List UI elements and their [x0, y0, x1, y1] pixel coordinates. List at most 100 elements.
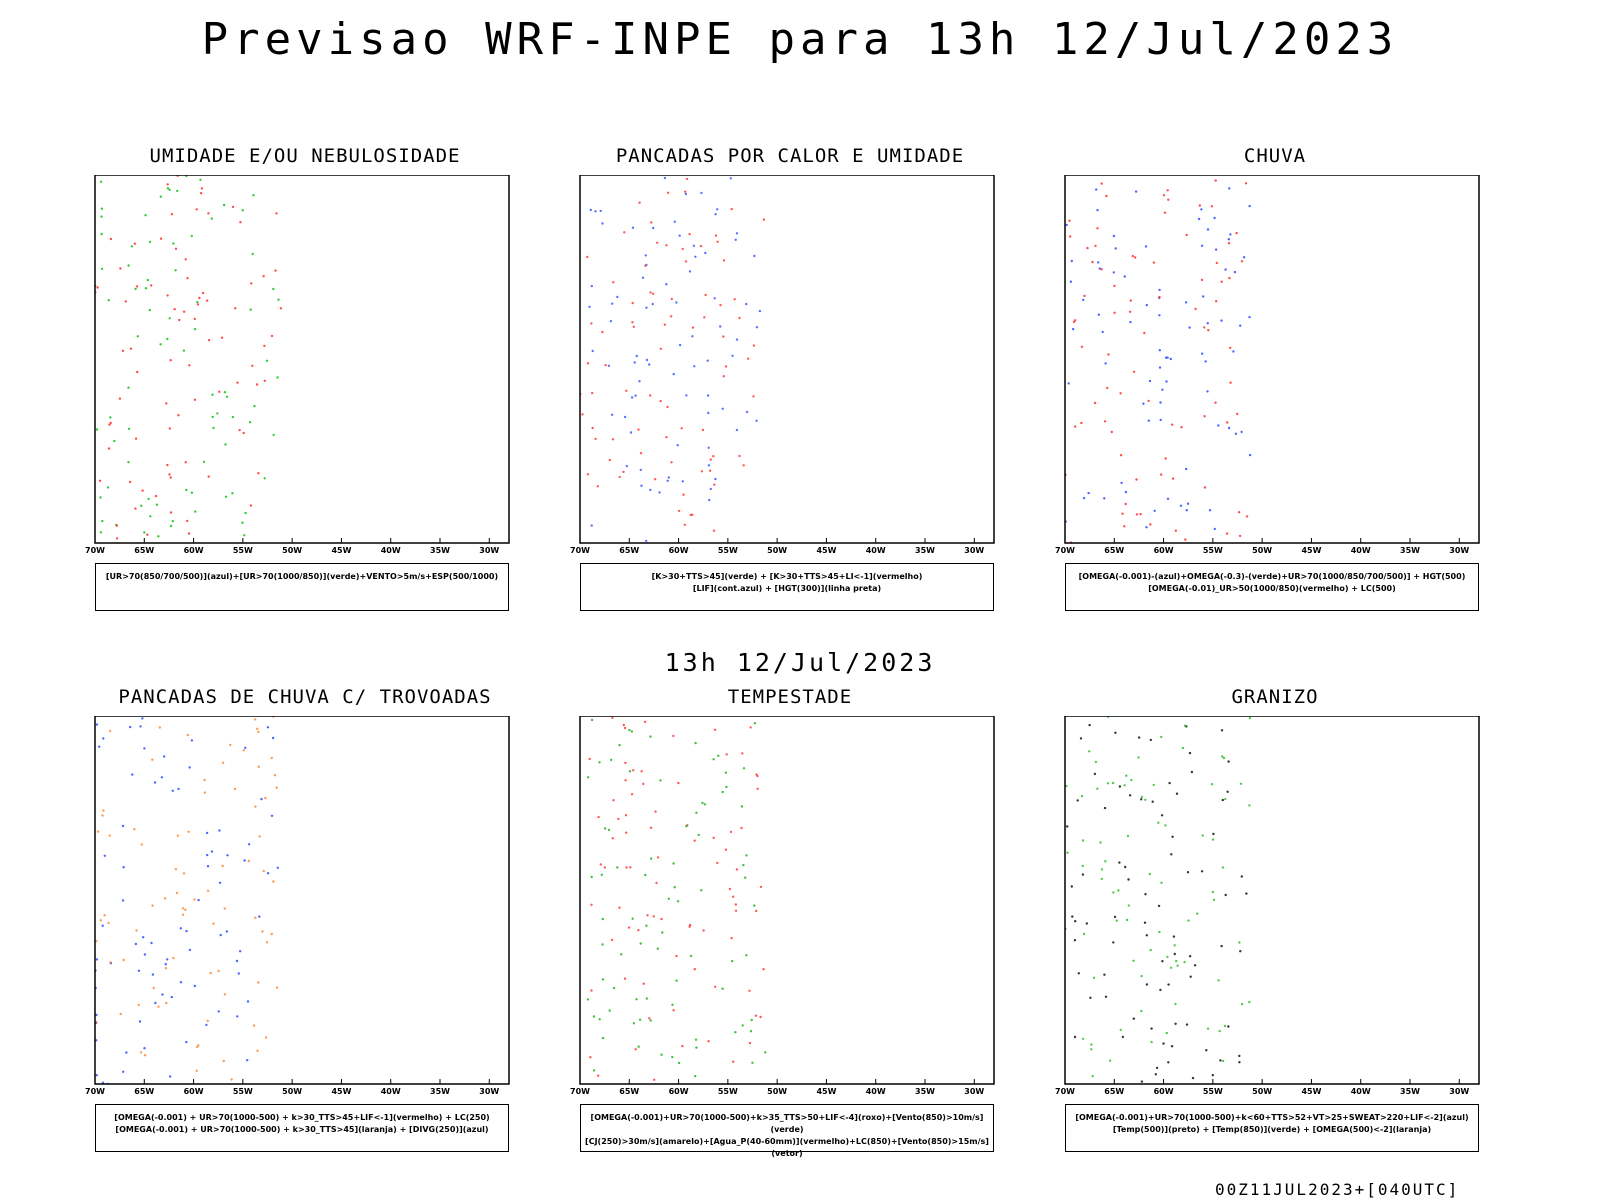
field-dot — [725, 785, 728, 789]
field-dot — [611, 716, 614, 719]
lon-label: 40W — [1351, 546, 1371, 555]
field-dot — [1145, 303, 1148, 307]
field-dot — [211, 415, 214, 419]
field-dot — [748, 989, 751, 992]
field-dot — [678, 234, 681, 237]
field-dot — [264, 1036, 268, 1039]
field-dot — [168, 317, 171, 320]
field-dot — [1196, 912, 1199, 915]
lon-label: 70W — [85, 1087, 105, 1096]
field-dot — [641, 276, 645, 279]
field-dot — [1198, 204, 1201, 207]
lon-label: 40W — [381, 1087, 401, 1096]
field-dot — [188, 948, 192, 952]
field-dot — [154, 1001, 157, 1005]
field-dot — [103, 854, 106, 857]
field-dot — [102, 737, 105, 740]
field-dot — [216, 412, 219, 415]
field-dot — [1186, 871, 1190, 874]
field-dot — [1167, 198, 1170, 201]
field-dot — [618, 906, 621, 909]
field-dot — [143, 531, 146, 534]
field-dot — [141, 717, 144, 720]
field-dot — [1145, 983, 1149, 986]
lon-label: 60W — [184, 1087, 204, 1096]
field-dot — [1184, 538, 1187, 541]
field-dot — [740, 805, 744, 808]
lon-label: 65W — [1104, 1087, 1124, 1096]
field-dot — [146, 278, 149, 282]
field-dot — [154, 494, 158, 498]
field-dot — [206, 865, 210, 868]
field-dot — [681, 1044, 684, 1048]
field-dot — [164, 963, 167, 966]
field-dot — [133, 828, 136, 831]
field-dot — [185, 929, 188, 933]
field-dot — [666, 405, 669, 409]
field-dot — [1220, 729, 1224, 732]
field-dot — [159, 343, 162, 346]
field-dot — [1220, 944, 1223, 948]
field-dot — [244, 511, 247, 515]
lon-label: 50W — [767, 1087, 787, 1096]
field-dot — [601, 330, 604, 334]
field-dot — [271, 736, 275, 740]
field-dot — [152, 986, 155, 990]
field-dot — [684, 260, 688, 263]
field-dot — [677, 781, 680, 785]
field-dot — [591, 391, 594, 395]
lon-label: 30W — [964, 1087, 984, 1096]
field-dot — [254, 805, 257, 808]
field-dot — [206, 1019, 209, 1023]
field-dot — [127, 386, 130, 389]
lon-label: 45W — [816, 546, 836, 555]
field-dot — [740, 826, 743, 830]
field-dot — [691, 513, 694, 516]
field-dot — [144, 287, 148, 290]
field-dot — [753, 254, 756, 258]
field-dot — [217, 1010, 220, 1013]
field-dot — [637, 929, 640, 932]
field-dot — [630, 793, 634, 796]
field-dot — [1149, 738, 1152, 742]
field-dot — [265, 359, 269, 362]
field-dot — [275, 786, 278, 789]
field-dot — [618, 475, 621, 479]
field-dot — [1134, 256, 1137, 259]
field-dot — [1158, 930, 1161, 934]
field-dot — [147, 497, 150, 501]
field-dot — [129, 725, 132, 729]
map-frame — [579, 716, 995, 1085]
field-dot — [649, 1019, 652, 1022]
legend-line: [OMEGA(-0.001)+UR>70(1000-500)+k<60+TTS>… — [1075, 1113, 1469, 1122]
field-dot — [175, 891, 179, 895]
field-dot — [719, 325, 722, 328]
field-dot — [108, 729, 112, 733]
field-dot — [708, 498, 711, 502]
field-dot — [1206, 322, 1209, 325]
field-dot — [1093, 772, 1097, 776]
lon-label: 50W — [1252, 546, 1272, 555]
field-dot — [1113, 311, 1116, 314]
field-dot — [100, 207, 104, 210]
field-dot — [598, 1018, 601, 1021]
field-dot — [109, 416, 112, 419]
field-dot — [1166, 955, 1169, 959]
field-dot — [731, 959, 734, 963]
field-dot — [166, 187, 170, 190]
field-dot — [695, 1046, 698, 1049]
field-dot — [130, 245, 134, 248]
field-dot — [762, 968, 765, 971]
field-dot — [670, 461, 673, 464]
field-dot — [207, 339, 211, 342]
field-dot — [143, 747, 146, 750]
field-dot — [1124, 490, 1128, 494]
legend-line: [OMEGA(-0.001)+UR>70(1000-500)+k>35_TTS>… — [590, 1113, 984, 1134]
field-dot — [1238, 1061, 1241, 1064]
legend-line: [CJ(250)>30m/s](amarelo)+[Agua_P(40-60mm… — [585, 1137, 989, 1158]
field-dot — [603, 866, 607, 869]
field-dot — [665, 436, 668, 439]
field-dot — [673, 886, 676, 889]
field-dot — [122, 1070, 125, 1073]
field-dot — [1185, 233, 1188, 237]
